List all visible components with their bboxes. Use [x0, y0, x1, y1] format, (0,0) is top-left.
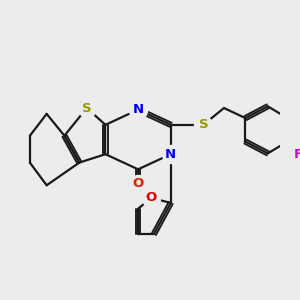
Text: O: O	[133, 177, 144, 190]
Text: O: O	[146, 191, 157, 204]
Text: N: N	[165, 148, 176, 161]
Text: N: N	[133, 103, 144, 116]
Text: F: F	[294, 148, 300, 161]
Text: S: S	[199, 118, 208, 131]
Text: S: S	[82, 101, 92, 115]
